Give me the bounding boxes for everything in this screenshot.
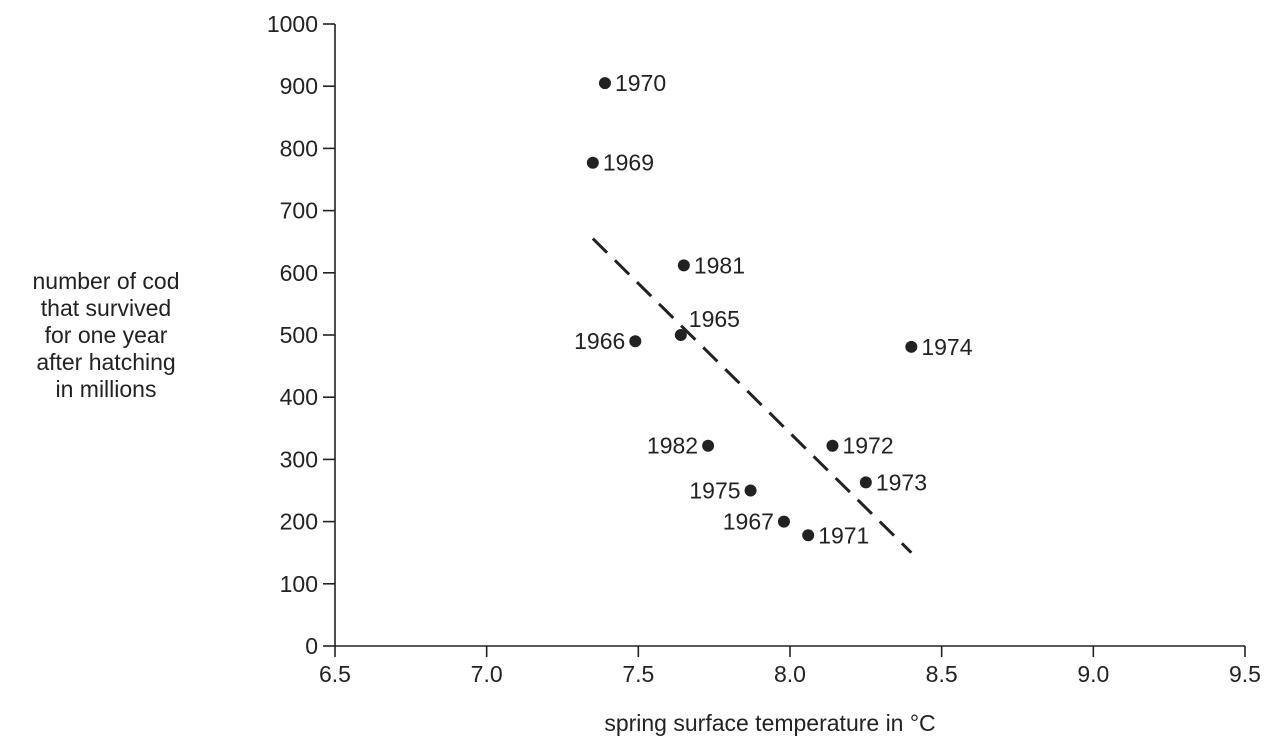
y-axis-label-line: after hatching — [36, 349, 176, 375]
x-tick-label: 6.5 — [319, 661, 351, 687]
data-point-label: 1970 — [615, 70, 666, 96]
y-tick-label: 800 — [280, 135, 318, 161]
y-axis-label: number of cod that survived for one year… — [0, 268, 212, 403]
data-point — [777, 515, 790, 528]
data-point-label: 1973 — [876, 469, 927, 495]
y-tick-label: 500 — [280, 322, 318, 348]
y-tick-label: 400 — [280, 384, 318, 410]
y-tick-label: 700 — [280, 198, 318, 224]
data-point-label: 1972 — [842, 433, 893, 459]
y-tick-label: 600 — [280, 260, 318, 286]
y-tick-label: 0 — [305, 633, 318, 659]
trend-line — [591, 237, 913, 554]
data-point — [744, 484, 757, 497]
data-point-label: 1967 — [723, 509, 774, 535]
x-tick-label: 9.5 — [1229, 661, 1261, 687]
data-point — [859, 476, 872, 489]
data-point — [629, 335, 642, 348]
x-tick-label: 7.5 — [622, 661, 654, 687]
x-tick-label: 8.5 — [926, 661, 958, 687]
y-axis-label-line: that survived — [40, 295, 172, 321]
data-point — [802, 529, 815, 542]
y-tick-label: 1000 — [267, 11, 318, 37]
data-point-label: 1965 — [689, 306, 740, 332]
y-axis-label-line: in millions — [55, 376, 157, 402]
data-point-label: 1974 — [921, 334, 972, 360]
y-tick-label: 300 — [280, 446, 318, 472]
data-point — [586, 156, 599, 169]
x-tick-label: 7.0 — [471, 661, 503, 687]
data-point — [677, 259, 690, 272]
y-tick-label: 900 — [280, 73, 318, 99]
data-point — [598, 77, 611, 90]
data-point-label: 1981 — [694, 252, 745, 278]
x-tick-label: 9.0 — [1077, 661, 1109, 687]
x-axis-label: spring surface temperature in °C — [604, 710, 936, 736]
data-point-label: 1975 — [689, 478, 740, 504]
data-point-label: 1982 — [647, 433, 698, 459]
y-tick-label: 100 — [280, 571, 318, 597]
data-point-label: 1966 — [574, 328, 625, 354]
data-point — [702, 439, 715, 452]
data-point — [826, 439, 839, 452]
y-axis-label-line: number of cod — [32, 268, 180, 294]
x-tick-label: 8.0 — [774, 661, 806, 687]
y-tick-label: 200 — [280, 509, 318, 535]
data-points: 1970 1969 1981 1965 1966 1974 1982 1972 1973 1975… — [574, 70, 973, 548]
data-point — [905, 340, 918, 353]
data-point-label: 1969 — [603, 150, 654, 176]
y-axis-label-line: for one year — [44, 322, 168, 348]
data-point-label: 1971 — [818, 522, 869, 548]
trend-line-group — [591, 237, 913, 554]
data-point — [674, 329, 687, 341]
axes: 0 100 200 300 400 500 600 700 800 900 1000 6.5 7.0 7.… — [267, 11, 1261, 687]
